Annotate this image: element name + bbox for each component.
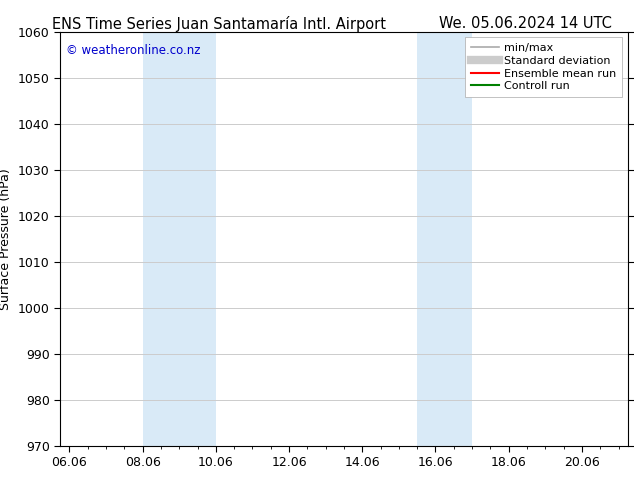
Legend: min/max, Standard deviation, Ensemble mean run, Controll run: min/max, Standard deviation, Ensemble me… xyxy=(465,37,622,97)
Title: ENS Time Series Juan Santamaría Intl. Airport        We. 05.06.2024 14 UTC: ENS Time Series Juan Santamaría Intl. Ai… xyxy=(0,489,1,490)
Bar xyxy=(143,32,216,446)
Text: We. 05.06.2024 14 UTC: We. 05.06.2024 14 UTC xyxy=(439,16,612,31)
Text: © weatheronline.co.nz: © weatheronline.co.nz xyxy=(66,44,200,57)
Bar xyxy=(417,32,472,446)
Y-axis label: Surface Pressure (hPa): Surface Pressure (hPa) xyxy=(0,168,13,310)
Text: ENS Time Series Juan Santamaría Intl. Airport: ENS Time Series Juan Santamaría Intl. Ai… xyxy=(52,16,386,32)
